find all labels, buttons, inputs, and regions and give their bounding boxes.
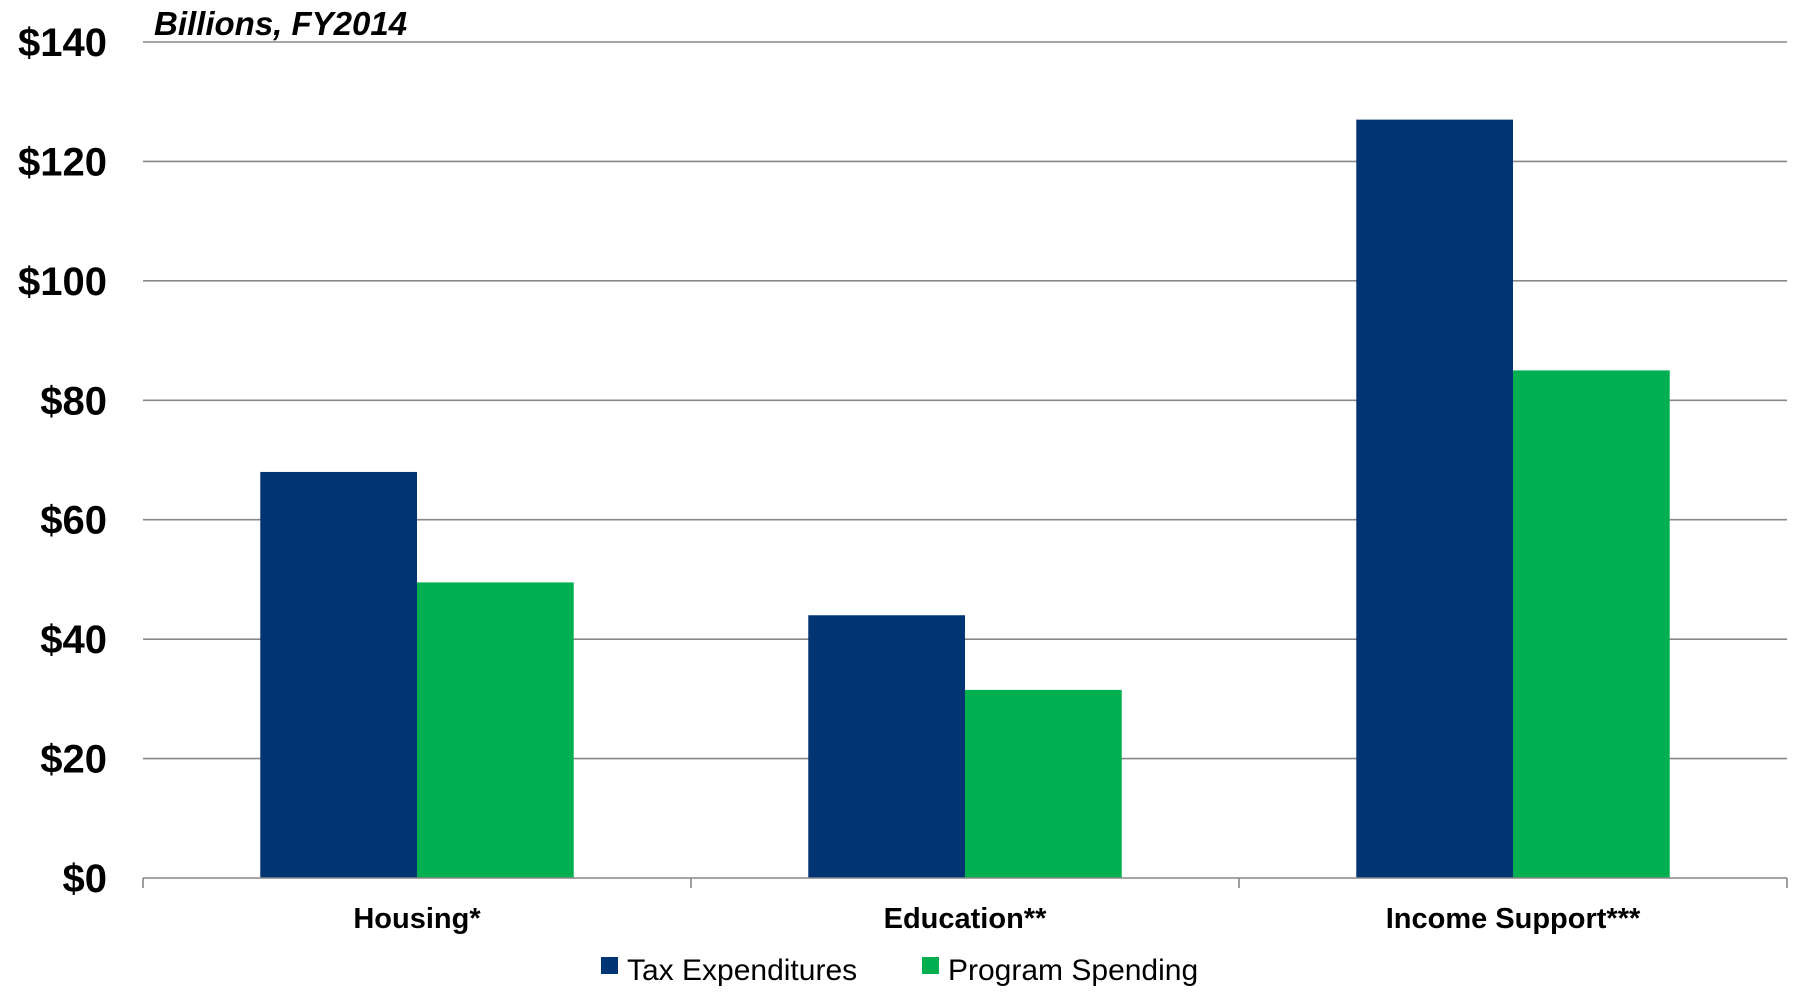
legend-label: Tax Expenditures bbox=[627, 954, 857, 987]
y-tick-label: $120 bbox=[18, 140, 107, 184]
bar-tax-expenditures-2 bbox=[808, 615, 965, 878]
y-tick-label: $140 bbox=[18, 21, 107, 65]
y-axis-tick-labels: $0 $20 $40 $60 $80 $100 $120 $140 bbox=[18, 21, 107, 901]
legend: Tax Expenditures Program Spending bbox=[601, 954, 1198, 987]
y-tick-label: $40 bbox=[40, 618, 107, 662]
x-axis-tick-labels: Housing* Education** Income Support*** bbox=[353, 903, 1641, 935]
bars bbox=[260, 119, 1670, 879]
bar-program-spending-1 bbox=[417, 582, 574, 878]
x-tick-label: Income Support*** bbox=[1386, 903, 1641, 935]
x-tick-label: Education** bbox=[884, 903, 1047, 935]
y-tick-label: $60 bbox=[40, 499, 107, 543]
legend-swatch bbox=[601, 957, 618, 974]
bar-tax-expenditures-1 bbox=[260, 471, 417, 878]
x-tick-label: Housing* bbox=[353, 903, 481, 935]
y-tick-label: $0 bbox=[63, 857, 108, 901]
legend-label: Program Spending bbox=[948, 954, 1198, 987]
x-axis bbox=[142, 877, 1788, 888]
bar-program-spending-3 bbox=[1513, 370, 1670, 878]
y-tick-label: $20 bbox=[40, 738, 107, 782]
bar-program-spending-2 bbox=[965, 689, 1122, 878]
legend-swatch bbox=[922, 957, 939, 974]
chart-subtitle: Billions, FY2014 bbox=[154, 5, 407, 42]
bar-tax-expenditures-3 bbox=[1356, 119, 1513, 879]
y-tick-label: $100 bbox=[18, 260, 107, 304]
y-tick-label: $80 bbox=[40, 379, 107, 423]
